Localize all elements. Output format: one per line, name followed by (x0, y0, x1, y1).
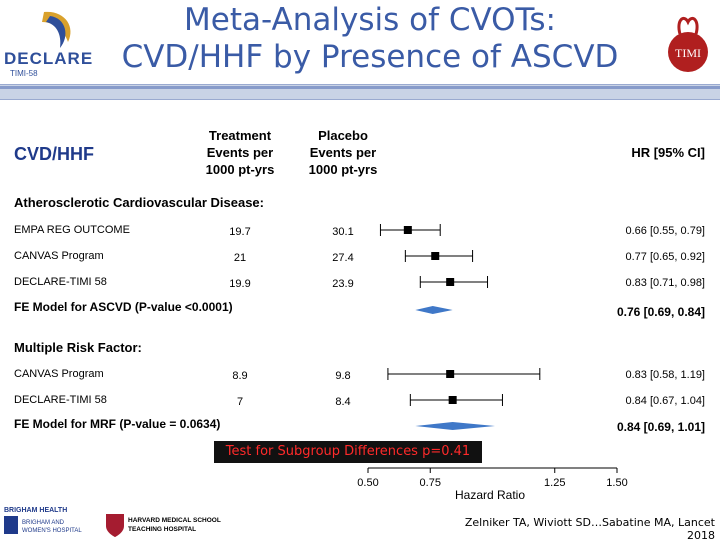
hr-value: 0.83 [0.58, 1.19] (625, 369, 705, 381)
x-tick-label: 0.75 (420, 477, 441, 489)
title-line-1: Meta-Analysis of CVOTs: (184, 2, 556, 38)
hr-column-header: HR [95% CI] (631, 145, 705, 160)
study-name: CANVAS Program (14, 250, 104, 262)
hr-axis: 0.50 0.75 1.25 1.50 (357, 467, 628, 489)
study-name: DECLARE-TIMI 58 (14, 276, 107, 288)
timi-logo: TIMI (668, 17, 708, 72)
header-divider-accent (0, 86, 720, 89)
treatment-value: 7 (237, 396, 243, 408)
pooled-label: FE Model for ASCVD (P-value <0.0001) (14, 300, 233, 314)
harvard-logo: HARVARD MEDICAL SCHOOL TEACHING HOSPITAL (106, 514, 221, 537)
hr-value: 0.84 [0.67, 1.04] (625, 395, 705, 407)
declare-logo-subtext: TIMI-58 (10, 69, 38, 78)
section-label: CVD/HHF (14, 144, 94, 164)
timi-logo-text: TIMI (675, 46, 701, 60)
pooled-label: FE Model for MRF (P-value = 0.0634) (14, 417, 220, 431)
treatment-value: 8.9 (232, 370, 247, 382)
treatment-column-header: Treatment Events per 1000 pt-yrs (206, 128, 275, 177)
brigham-shield-icon (4, 516, 18, 534)
treatment-value: 19.7 (229, 226, 250, 238)
group-label-mrf: Multiple Risk Factor: (14, 340, 142, 355)
point-estimate-marker (431, 252, 440, 260)
x-tick-label: 0.50 (357, 477, 378, 489)
placebo-value: 27.4 (332, 252, 353, 264)
placebo-column-header: Placebo Events per 1000 pt-yrs (309, 128, 378, 177)
page-title: Meta-Analysis of CVOTs: CVD/HHF by Prese… (110, 2, 630, 76)
study-name: EMPA REG OUTCOME (14, 224, 130, 236)
hr-value: 0.83 [0.71, 0.98] (625, 277, 705, 289)
brigham-logo-line-2: BRIGHAM AND (22, 520, 65, 526)
forest-marks (379, 224, 541, 430)
group-label-ascvd: Atherosclerotic Cardiovascular Disease: (14, 195, 264, 210)
study-name: CANVAS Program (14, 368, 104, 380)
pooled-hr-value: 0.76 [0.69, 0.84] (617, 305, 705, 319)
pooled-hr-value: 0.84 [0.69, 1.01] (617, 420, 705, 434)
declare-logo-text: DECLARE (4, 49, 93, 68)
x-tick-label: 1.50 (606, 477, 627, 489)
placebo-value: 9.8 (335, 370, 350, 382)
harvard-shield-icon (106, 514, 124, 537)
hr-value: 0.66 [0.55, 0.79] (625, 225, 705, 237)
title-line-2: CVD/HHF by Presence of ASCVD (121, 39, 619, 75)
treatment-header-line-1: Treatment (209, 128, 272, 143)
treatment-value: 19.9 (229, 278, 250, 290)
point-estimate-marker (448, 396, 457, 404)
pooled-diamond (415, 306, 453, 314)
x-axis-label: Hazard Ratio (455, 488, 525, 502)
harvard-logo-line-1: HARVARD MEDICAL SCHOOL (128, 517, 221, 524)
citation: Zelniker TA, Wiviott SD…Sabatine MA, Lan… (464, 516, 715, 542)
x-tick-label: 1.25 (544, 477, 565, 489)
point-estimate-marker (446, 278, 455, 286)
point-estimate-marker (446, 370, 455, 378)
placebo-header-line-3: 1000 pt-yrs (309, 162, 378, 177)
treatment-value: 21 (234, 252, 246, 264)
treatment-header-line-2: Events per (207, 145, 273, 160)
study-name: DECLARE-TIMI 58 (14, 394, 107, 406)
brigham-logo-line-1: BRIGHAM HEALTH (4, 507, 67, 514)
placebo-value: 8.4 (335, 396, 350, 408)
placebo-header-line-1: Placebo (318, 128, 368, 143)
point-estimate-marker (403, 226, 412, 234)
brigham-logo-line-3: WOMEN'S HOSPITAL (22, 528, 82, 534)
placebo-value: 30.1 (332, 226, 353, 238)
placebo-header-line-2: Events per (310, 145, 376, 160)
subgroup-test-annotation: Test for Subgroup Differences p=0.41 (214, 441, 482, 463)
harvard-logo-line-2: TEACHING HOSPITAL (128, 526, 196, 533)
placebo-value: 23.9 (332, 278, 353, 290)
brigham-logo: BRIGHAM HEALTH BRIGHAM AND WOMEN'S HOSPI… (4, 507, 82, 534)
hr-value: 0.77 [0.65, 0.92] (625, 251, 705, 263)
pooled-diamond (415, 422, 495, 430)
declare-logo: DECLARE TIMI-58 (4, 11, 93, 78)
treatment-header-line-3: 1000 pt-yrs (206, 162, 275, 177)
